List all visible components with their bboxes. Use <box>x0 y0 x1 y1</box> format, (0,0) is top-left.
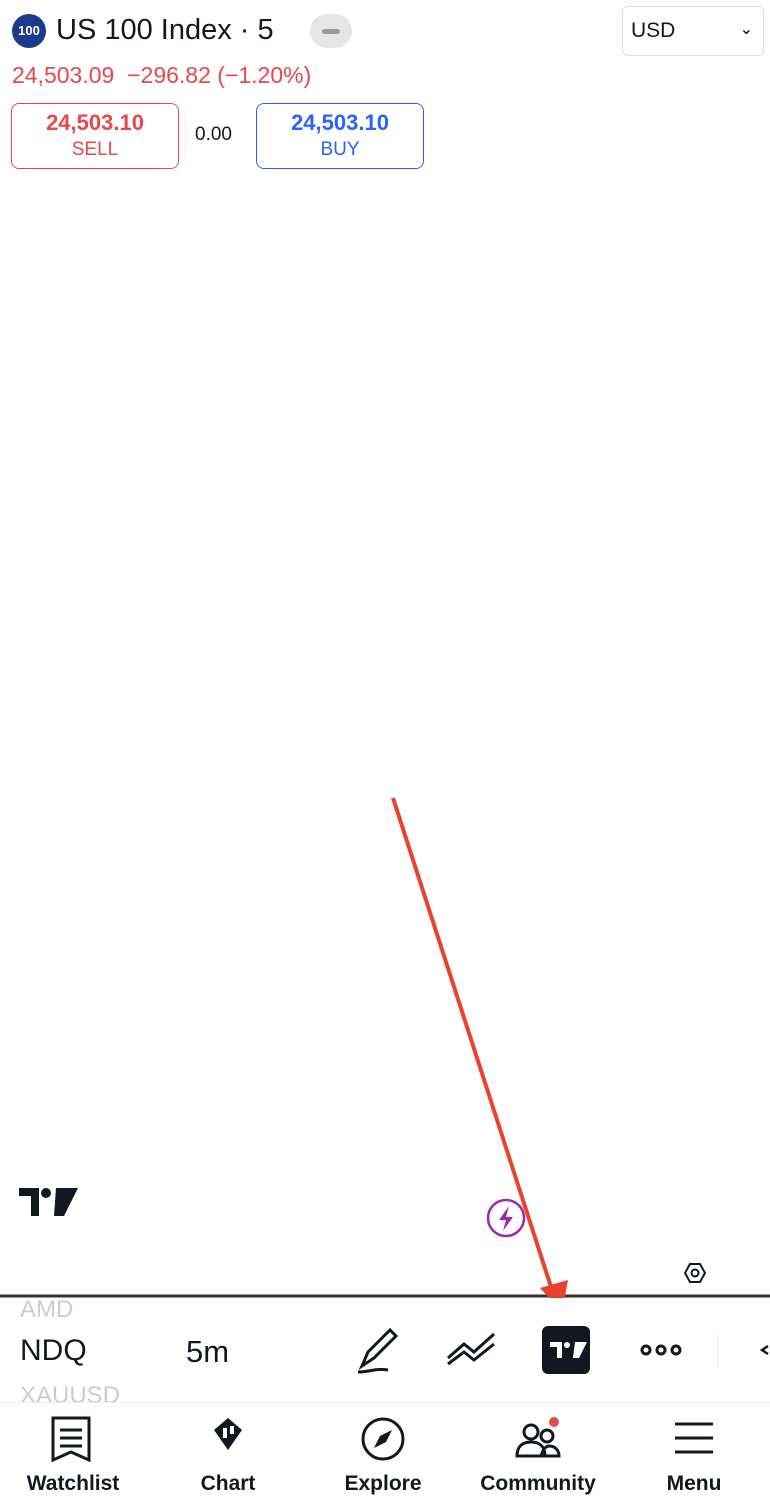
tv-button[interactable] <box>542 1326 590 1374</box>
nav-label: Community <box>480 1472 596 1495</box>
buy-price: 24,503.10 <box>291 110 389 135</box>
nav-community[interactable]: Community <box>461 1402 615 1504</box>
nav-label: Menu <box>666 1472 722 1495</box>
buy-button[interactable]: 24,503.10 BUY <box>256 103 424 169</box>
buy-label: BUY <box>320 139 360 160</box>
lightning-icon[interactable] <box>486 1198 526 1238</box>
nav-menu[interactable]: Menu <box>617 1402 770 1504</box>
sell-price: 24,503.10 <box>46 110 144 135</box>
arrow-head <box>540 1280 568 1298</box>
currency-select[interactable]: USD ⌄ <box>622 6 764 56</box>
more-icon[interactable] <box>640 1344 682 1356</box>
symbol-badge: 100 <box>12 14 46 48</box>
watchlist-icon <box>51 1416 91 1463</box>
price: 24,503.09 <box>12 62 115 88</box>
price-line: 24,503.09 −296.82 (−1.20%) <box>12 62 311 89</box>
symbol-current[interactable]: NDQ <box>20 1334 87 1367</box>
lines-icon[interactable] <box>447 1332 496 1366</box>
toolbar-icons <box>357 1326 769 1374</box>
menu-icon <box>675 1422 713 1454</box>
symbol-title[interactable]: US 100 Index · 5 <box>56 14 274 47</box>
change: −296.82 (−1.20%) <box>127 62 312 88</box>
chart-icon <box>214 1418 242 1450</box>
collapse-button[interactable] <box>310 14 352 48</box>
interval[interactable]: 5m <box>186 1334 230 1369</box>
nav-chart[interactable]: Chart <box>151 1402 305 1504</box>
scroll-icon[interactable] <box>759 1344 769 1356</box>
tv-button-dot <box>564 1342 570 1348</box>
community-icon <box>515 1417 561 1458</box>
nav-watchlist[interactable]: Watchlist <box>0 1402 150 1504</box>
sell-button[interactable]: 24,503.10 SELL <box>11 103 179 169</box>
nav-explore[interactable]: Explore <box>306 1402 460 1504</box>
tv-button-logo <box>550 1342 587 1358</box>
chart <box>0 797 770 1298</box>
collapse-icon <box>322 29 340 34</box>
explore-icon <box>361 1417 405 1461</box>
spread: 0.00 <box>195 124 232 145</box>
lightning-bolt <box>499 1206 513 1231</box>
nav-border <box>0 1402 770 1403</box>
sell-label: SELL <box>71 139 119 160</box>
draw-icon[interactable] <box>357 1327 399 1374</box>
symbol-next[interactable]: XAUUSD <box>20 1382 121 1409</box>
settings-dot <box>690 1268 700 1278</box>
currency: USD <box>631 19 676 42</box>
nav-label: Watchlist <box>26 1472 120 1495</box>
tv-logo <box>19 1188 78 1216</box>
settings-icon[interactable] <box>683 1263 707 1283</box>
nav-label: Chart <box>200 1472 256 1495</box>
symbol-prev[interactable]: AMD <box>20 1296 74 1323</box>
annotation-arrow <box>391 797 554 1291</box>
nav-label: Explore <box>344 1472 422 1495</box>
dropdown-caret: ⌄ <box>739 21 753 38</box>
